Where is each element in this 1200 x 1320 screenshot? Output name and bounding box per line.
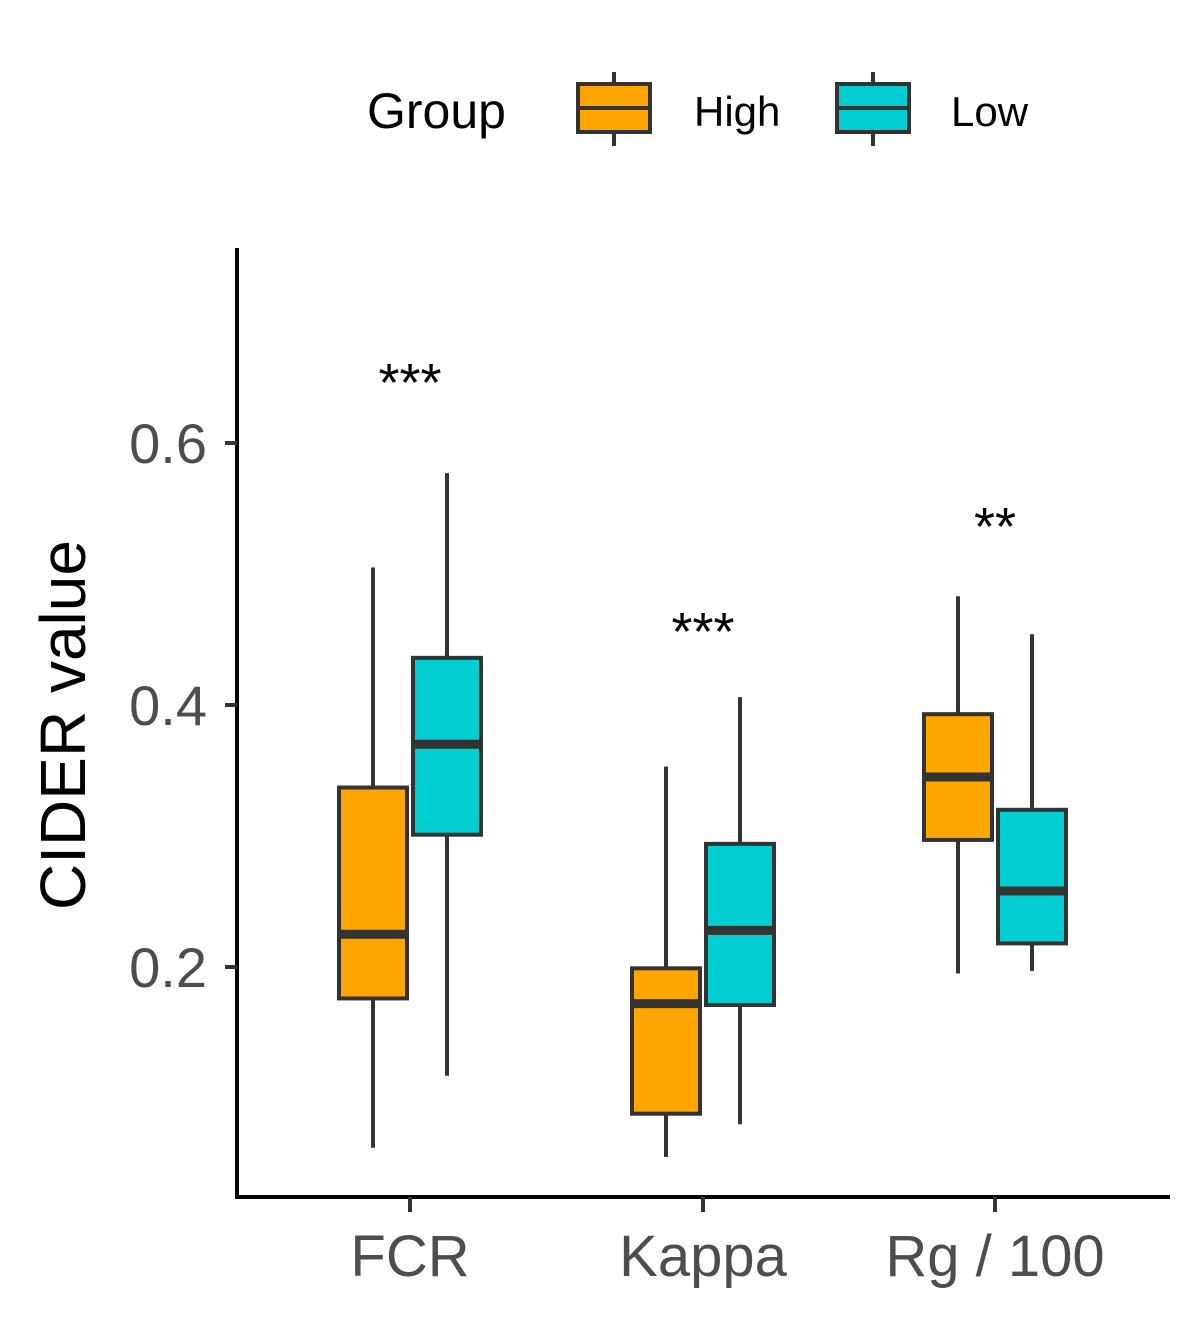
significance-label: *** xyxy=(378,353,441,413)
legend-label-low: Low xyxy=(951,88,1029,135)
legend-title: Group xyxy=(367,83,506,139)
box-low-2 xyxy=(996,634,1068,971)
box-body xyxy=(996,807,1068,946)
box-high-2 xyxy=(922,596,994,974)
box-body xyxy=(704,841,776,1007)
y-tick-label: 0.6 xyxy=(129,412,207,475)
y-axis-title: CIDER value xyxy=(27,540,99,910)
box-high-1 xyxy=(630,766,702,1157)
box-body xyxy=(337,785,409,1001)
y-ticks: 0.2 0.4 0.6 xyxy=(129,412,237,999)
legend: Group High Low xyxy=(367,72,1029,146)
x-tick-label: Rg / 100 xyxy=(885,1224,1104,1289)
y-tick-label: 0.2 xyxy=(129,936,207,999)
legend-key-high xyxy=(576,72,652,146)
legend-label-high: High xyxy=(694,88,780,135)
box-low-1 xyxy=(704,697,776,1125)
boxes xyxy=(337,473,1068,1157)
significance-label: *** xyxy=(671,602,734,662)
box-body xyxy=(630,966,702,1116)
box-low-0 xyxy=(411,473,483,1076)
x-ticks: FCR Kappa Rg / 100 xyxy=(350,1197,1105,1289)
box-high-0 xyxy=(337,567,409,1148)
y-tick-label: 0.4 xyxy=(129,674,207,737)
significance-annotations: ******** xyxy=(378,353,1016,662)
x-tick-label: FCR xyxy=(350,1224,469,1289)
legend-key-low xyxy=(835,72,911,146)
x-tick-label: Kappa xyxy=(619,1224,787,1289)
significance-label: ** xyxy=(974,497,1016,557)
